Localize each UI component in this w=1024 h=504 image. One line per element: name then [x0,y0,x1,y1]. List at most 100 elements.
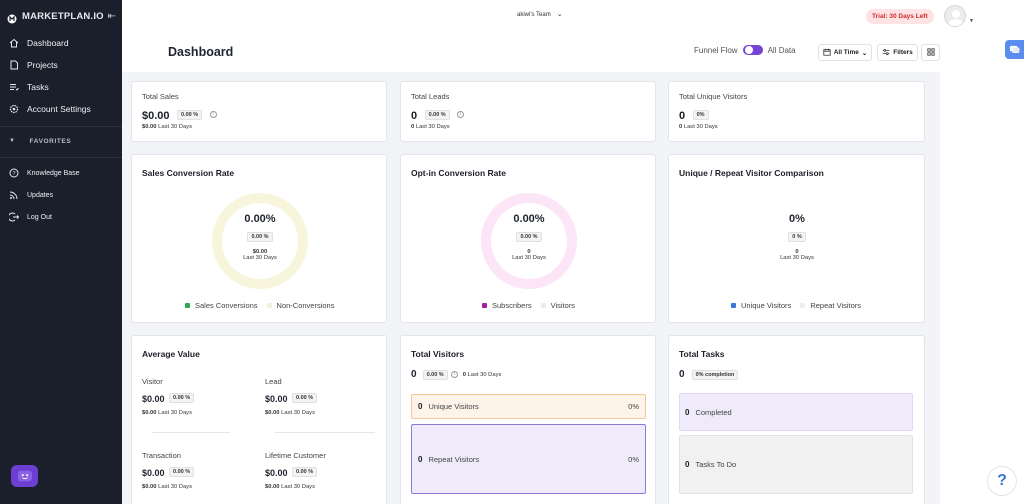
assistant-bot-button[interactable] [11,465,38,487]
collapse-sidebar-icon[interactable]: ⇤ [107,10,116,22]
avg-sub-label: Last 30 Days [158,484,192,490]
completion-badge: 0% completion [691,369,739,380]
card-title: Opt-in Conversion Rate [411,168,506,178]
percent-badge: 0.00 % [168,466,195,477]
sidebar-item-projects[interactable]: Projects [0,54,122,76]
filter-sliders-icon [882,48,890,58]
percent-badge: 0.00 % [176,109,203,120]
donut-sub-label: Last 30 Days [512,255,546,261]
sidebar-item-dashboard[interactable]: Dashboard [0,32,122,54]
donut-center-value: 0.00% [244,213,276,225]
toggle-left-label: Funnel Flow [694,45,738,55]
svg-text:?: ? [12,171,15,177]
avatar[interactable] [944,5,966,27]
divider [152,432,230,433]
total-visitors-sub-label: Last 30 Days [467,371,502,378]
avg-value: $0.00 [142,468,165,478]
average-value-visitor: Visitor $0.00 0.00 % $0.00 Last 30 Days [142,377,195,416]
avatar-caret-icon[interactable]: ▼ [969,18,974,24]
view-toggle[interactable]: Funnel Flow All Data [694,45,796,55]
sidebar-item-log-out[interactable]: Log Out [0,206,122,228]
help-circle-icon: ? [9,168,19,178]
document-icon [9,60,19,70]
percent-badge: 0.00 % [516,231,542,242]
avg-sub-value: $0.00 [142,484,157,490]
info-icon[interactable]: i [450,371,458,378]
comparison-sub-value: 0 [795,249,799,255]
average-value-lead: Lead $0.00 0.00 % $0.00 Last 30 Days [265,377,318,416]
stat-label: Total Sales [142,92,179,101]
legend-item[interactable]: Subscribers [492,301,532,310]
repeat-visitors-row: 0 Repeat Visitors 0% [411,424,646,494]
gear-icon [9,104,19,114]
row-label: Completed [695,407,732,417]
chevron-down-icon: ⌄ [861,49,868,57]
brand-logo-icon [7,11,17,24]
legend-item[interactable]: Sales Conversions [195,301,258,310]
row-count: 0 [418,402,423,411]
card-title: Average Value [142,349,200,359]
legend-item[interactable]: Repeat Visitors [810,301,862,310]
info-icon[interactable]: i [209,111,217,119]
team-name: akiwi's Team [517,12,551,18]
completed-tasks-row[interactable]: 0 Completed [679,393,913,431]
percent-badge: 0.00 % [247,231,273,242]
row-label: Tasks To Do [695,460,737,469]
chat-bubble-icon [1009,45,1020,53]
calendar-icon [823,48,831,58]
row-count: 0 [418,454,423,464]
caret-down-icon: ▼ [9,138,16,144]
sidebar: MARKETPLAN.IO ⇤ Dashboard Projects Tasks… [0,0,122,504]
legend-item[interactable]: Visitors [550,301,576,310]
optin-conversion-card: Opt-in Conversion Rate 0.00% 0.00 % 0 La… [400,154,656,323]
info-icon[interactable]: i [457,111,465,119]
filters-button[interactable]: Filters [877,44,918,61]
avg-label: Visitor [142,377,163,386]
sidebar-item-updates[interactable]: Updates [0,184,122,206]
time-filter-label: All Time [833,49,859,56]
sidebar-divider [0,157,122,158]
percent-badge: 0.00 % [424,109,450,120]
trial-badge[interactable]: Trial: 30 Days Left [866,9,934,24]
legend-swatch [266,303,272,308]
row-label: Repeat Visitors [428,454,480,464]
percent-badge: 0.00 % [422,369,448,380]
comparison-sub-label: Last 30 Days [780,255,814,261]
stat-sub-label: Last 30 Days [415,124,450,130]
total-visitors-card: Total Visitors 0 0.00 % i 0 Last 30 Days… [400,335,656,504]
brand: MARKETPLAN.IO ⇤ [0,0,122,32]
time-filter-dropdown[interactable]: All Time ⌄ [818,44,872,61]
toggle-switch[interactable] [742,45,763,55]
card-title: Total Visitors [411,349,465,359]
stat-sub-label: Last 30 Days [683,124,718,130]
percent-badge: 0.00 % [291,392,318,403]
avg-label: Lead [265,377,282,386]
row-percent: 0% [628,402,639,411]
legend-item[interactable]: Unique Visitors [741,301,792,310]
stat-value: 0 [679,110,686,122]
row-count: 0 [685,407,690,417]
sidebar-item-tasks[interactable]: Tasks [0,76,122,98]
team-selector[interactable]: akiwi's Team ⌄ [517,10,563,18]
avg-sub-label: Last 30 Days [158,410,192,416]
tasks-to-do-row[interactable]: 0 Tasks To Do [679,435,913,494]
legend-swatch [800,303,806,308]
avg-value: $0.00 [265,394,288,404]
legend-item[interactable]: Non-Conversions [276,301,335,310]
layout-grid-button[interactable] [921,44,940,61]
avg-sub-label: Last 30 Days [281,484,315,490]
sidebar-item-label: Log Out [27,213,52,221]
comparison-value: 0% [789,213,805,225]
sidebar-item-knowledge-base[interactable]: ? Knowledge Base [0,162,122,184]
favorites-toggle[interactable]: ▼ FAVORITES [0,131,122,151]
sidebar-item-account-settings[interactable]: Account Settings [0,98,122,120]
stat-sub-value: 0 [679,124,683,130]
sidebar-item-label: Updates [27,191,54,199]
comparison-center: 0% 0 % 0 Last 30 Days [749,213,845,261]
percent-badge: 0.00 % [168,392,195,403]
chat-button[interactable] [1005,40,1024,59]
avg-sub-value: $0.00 [265,410,280,416]
sidebar-item-label: Tasks [27,82,49,92]
help-button[interactable]: ? [987,466,1017,496]
total-unique-visitors-card: Total Unique Visitors 0 0% 0 Last 30 Day… [668,81,925,142]
